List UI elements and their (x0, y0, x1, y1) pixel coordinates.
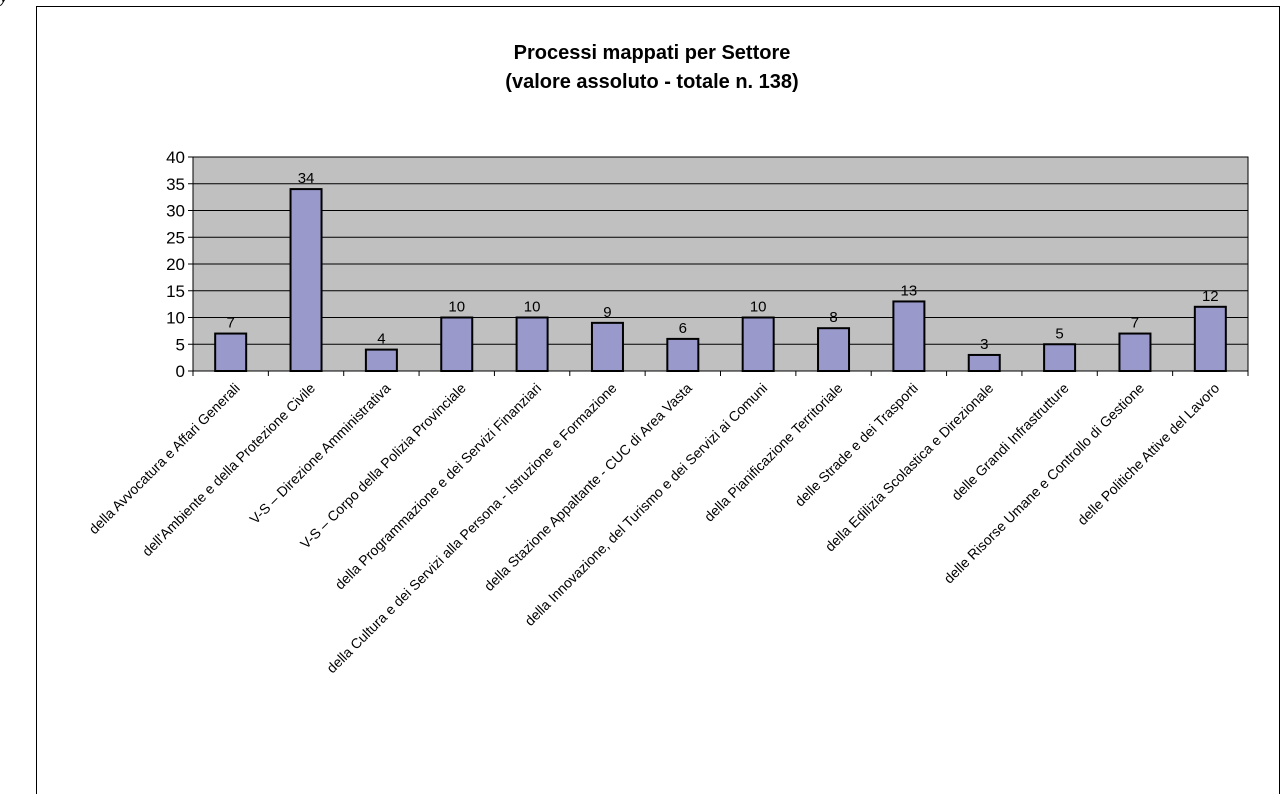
y-tick-label: 0 (176, 362, 185, 381)
x-category-label: della Avvocatura e Affari Generali (85, 380, 242, 537)
y-tick-label: 40 (166, 148, 185, 167)
chart-frame (36, 6, 1280, 794)
bar (1118, 332, 1152, 372)
x-category-label: della Edilizia Scolastica e Direzionale (822, 380, 997, 555)
data-label: 6 (679, 320, 687, 337)
bar (440, 316, 474, 372)
x-category-label: della Cultura e dei Servizi alla Persona… (323, 380, 619, 676)
bar (817, 327, 851, 373)
chart-subtitle: (valore assoluto - totale n. 138) (505, 71, 798, 93)
data-label: 5 (1055, 325, 1063, 342)
data-label: 12 (1202, 288, 1219, 305)
data-label: 8 (829, 309, 837, 326)
corner-mark: y (0, 0, 8, 7)
chart-title: Processi mappati per Settore (514, 42, 791, 64)
bar (515, 316, 549, 372)
bar (967, 353, 1001, 373)
bar (666, 337, 700, 372)
y-tick-label: 10 (166, 309, 185, 328)
data-label: 9 (603, 304, 611, 321)
x-category-label: delle Strade e dei Trasporti (791, 380, 921, 510)
data-label: 34 (298, 170, 315, 187)
bar (1193, 305, 1227, 372)
x-category-label: V-S – Direzione Amministrativa (246, 380, 393, 527)
bar (590, 321, 624, 373)
data-label: 4 (377, 331, 385, 348)
bar (1043, 343, 1077, 372)
bar (741, 316, 775, 372)
x-category-label: delle Politiche Attive del Lavoro (1074, 380, 1222, 528)
y-tick-label: 35 (166, 175, 185, 194)
x-category-label: V-S – Corpo della Polizia Provinciale (297, 380, 469, 552)
data-label: 13 (901, 282, 918, 299)
data-label: 7 (1131, 315, 1139, 332)
bar (364, 348, 398, 373)
y-tick-label: 5 (176, 335, 185, 354)
bar (214, 332, 248, 372)
bar (289, 188, 323, 372)
data-label: 10 (750, 299, 767, 316)
y-tick-label: 20 (166, 255, 185, 274)
bar (892, 300, 926, 373)
data-label: 10 (524, 299, 541, 316)
y-tick-label: 15 (166, 282, 185, 301)
y-tick-label: 25 (166, 228, 185, 247)
y-tick-label: 30 (166, 202, 185, 221)
data-label: 7 (227, 315, 235, 332)
x-category-label: della Pianificazione Territoriale (701, 380, 846, 525)
data-label: 3 (980, 336, 988, 353)
data-label: 10 (448, 299, 465, 316)
